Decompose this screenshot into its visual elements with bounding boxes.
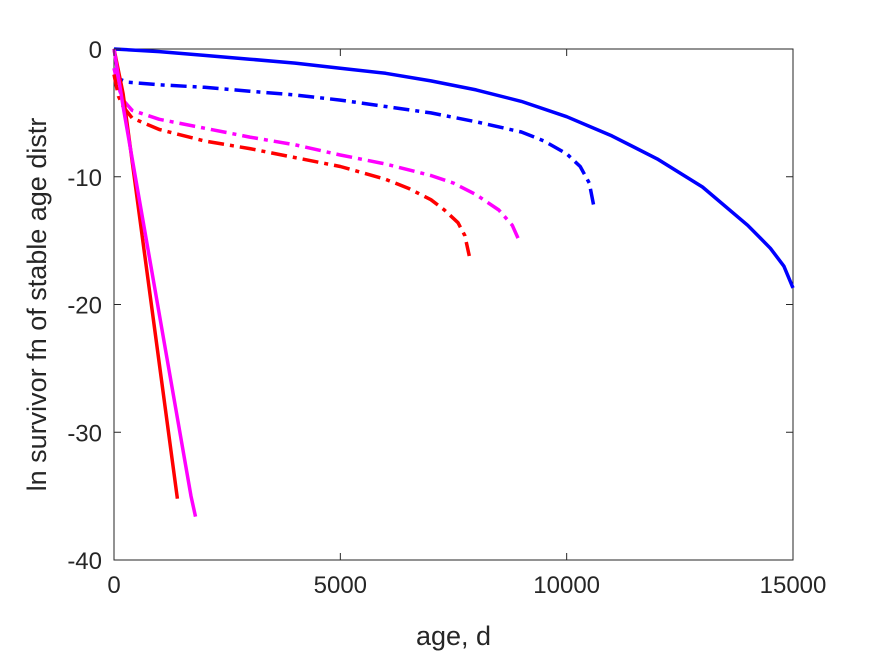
y-tick-label-3: -30 [67,420,102,447]
x-tick-label-1: 5000 [314,572,367,599]
y-tick-label-4: -40 [67,548,102,575]
x-tick-label-0: 0 [107,572,120,599]
series-line-6 [112,48,198,517]
series-line-3 [112,67,521,242]
x-axis-label: age, d [416,621,491,651]
axis-layer: 0 5000 10000 15000 0 -10 -20 -30 -40 [67,37,826,599]
y-tick-label-0: 0 [89,37,102,64]
plot-area [113,48,794,561]
x-tick-label-3: 15000 [760,572,827,599]
series-line-4 [112,74,472,257]
y-tick-label-2: -20 [67,293,102,320]
y-tick-label-1: -10 [67,165,102,192]
series-line-1 [113,47,795,289]
series-layer [112,47,795,517]
series-line-2 [112,67,596,207]
x-tick-label-2: 10000 [533,572,600,599]
y-axis-label: ln survivor fn of stable age distr [22,118,52,492]
